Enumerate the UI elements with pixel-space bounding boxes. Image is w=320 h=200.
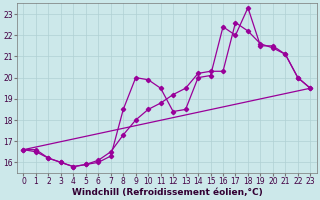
X-axis label: Windchill (Refroidissement éolien,°C): Windchill (Refroidissement éolien,°C) (72, 188, 262, 197)
